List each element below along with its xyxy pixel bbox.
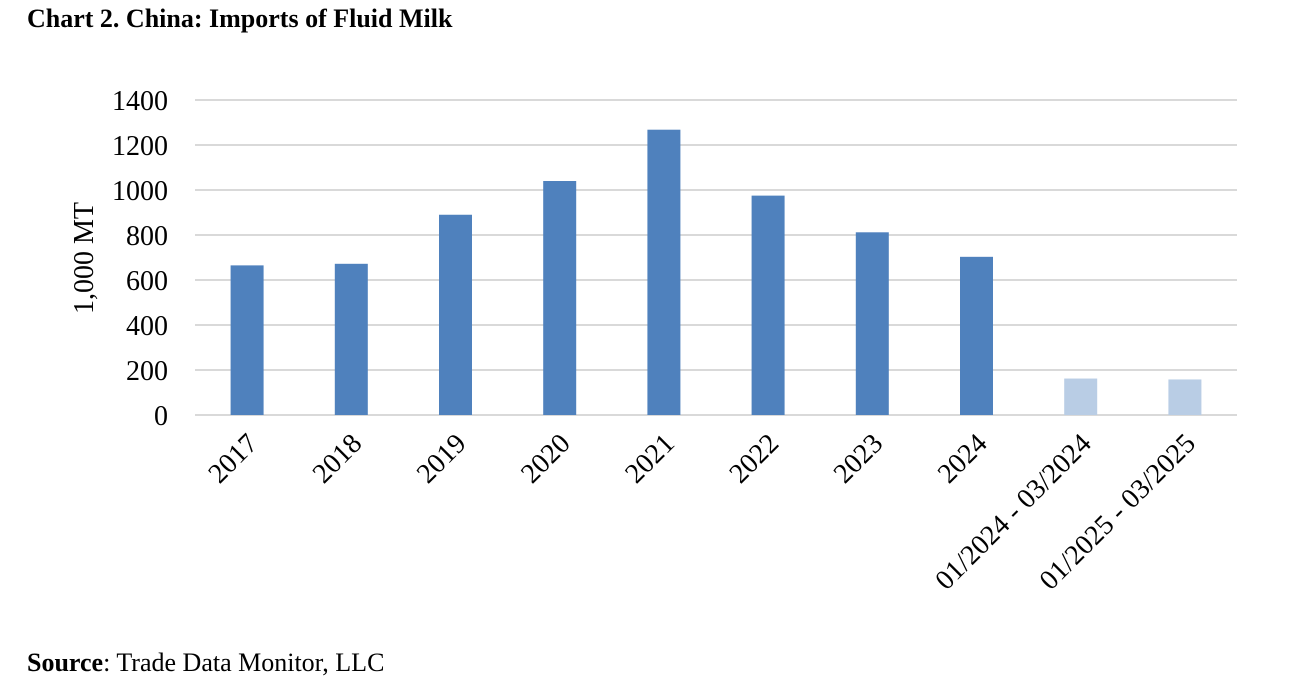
x-tick-label: 2019 bbox=[411, 428, 473, 490]
y-tick-label: 1400 bbox=[112, 86, 168, 117]
y-tick-label: 0 bbox=[154, 401, 168, 432]
chart-title: Chart 2. China: Imports of Fluid Milk bbox=[27, 4, 453, 33]
y-tick-labels: 0 200 400 600 800 1000 1200 1400 bbox=[112, 86, 168, 432]
y-tick-label: 1200 bbox=[112, 131, 168, 162]
bar-01-2025-03-2025 bbox=[1168, 379, 1202, 415]
bar-2023 bbox=[855, 232, 889, 415]
source-note: Source: Trade Data Monitor, LLC bbox=[27, 648, 384, 678]
x-tick-label: 2018 bbox=[307, 428, 369, 490]
y-tick-label: 400 bbox=[126, 311, 168, 342]
bar-2018 bbox=[334, 263, 368, 415]
y-tick-label: 200 bbox=[126, 356, 168, 387]
bar-2019 bbox=[439, 214, 472, 415]
y-tick-label: 1000 bbox=[112, 176, 168, 207]
x-tick-label: 2020 bbox=[515, 428, 577, 490]
gridlines bbox=[195, 99, 1237, 416]
source-text: : Trade Data Monitor, LLC bbox=[103, 648, 385, 677]
x-tick-label: 2021 bbox=[619, 428, 681, 490]
x-tick-label: 2017 bbox=[203, 428, 265, 490]
bar-2017 bbox=[230, 265, 264, 415]
y-tick-label: 800 bbox=[126, 221, 168, 252]
x-tick-label: 2022 bbox=[724, 428, 786, 490]
y-tick-label: 600 bbox=[126, 266, 168, 297]
bar-2020 bbox=[543, 181, 577, 415]
x-tick-label: 2024 bbox=[932, 428, 994, 490]
bar-2021 bbox=[647, 129, 681, 415]
bars bbox=[230, 129, 1202, 415]
bar-2022 bbox=[751, 195, 785, 415]
x-tick-label: 2023 bbox=[828, 428, 890, 490]
bar-01-2024-03-2024 bbox=[1064, 378, 1098, 415]
x-tick-labels: 2017 2018 2019 2020 2021 2022 2023 202401/2024 … bbox=[203, 428, 1202, 596]
y-axis-label: 1,000 MT bbox=[69, 202, 100, 314]
bar-2024 bbox=[960, 256, 993, 415]
source-label: Source bbox=[27, 648, 104, 677]
